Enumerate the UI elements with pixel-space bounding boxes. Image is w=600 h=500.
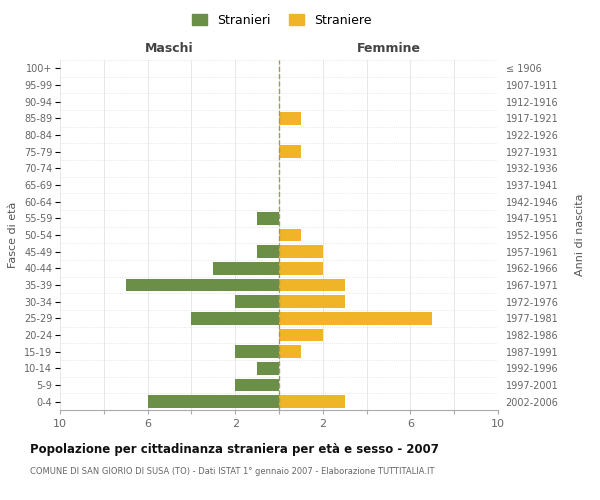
Y-axis label: Anni di nascita: Anni di nascita xyxy=(575,194,585,276)
Text: COMUNE DI SAN GIORIO DI SUSA (TO) - Dati ISTAT 1° gennaio 2007 - Elaborazione TU: COMUNE DI SAN GIORIO DI SUSA (TO) - Dati… xyxy=(30,468,434,476)
Bar xyxy=(148,396,279,408)
Text: Popolazione per cittadinanza straniera per età e sesso - 2007: Popolazione per cittadinanza straniera p… xyxy=(30,442,439,456)
Bar xyxy=(125,279,279,291)
Bar xyxy=(235,346,279,358)
Bar xyxy=(279,346,301,358)
Text: Maschi: Maschi xyxy=(145,42,194,55)
Bar xyxy=(279,112,301,124)
Bar xyxy=(279,246,323,258)
Bar xyxy=(235,379,279,391)
Bar xyxy=(235,296,279,308)
Bar xyxy=(279,229,301,241)
Text: Femmine: Femmine xyxy=(356,42,421,55)
Bar xyxy=(279,296,345,308)
Y-axis label: Fasce di età: Fasce di età xyxy=(8,202,19,268)
Bar xyxy=(279,146,301,158)
Bar xyxy=(191,312,279,324)
Bar xyxy=(214,262,279,274)
Bar xyxy=(279,312,433,324)
Bar xyxy=(279,329,323,341)
Bar xyxy=(279,262,323,274)
Legend: Stranieri, Straniere: Stranieri, Straniere xyxy=(187,8,377,32)
Bar xyxy=(257,362,279,374)
Bar xyxy=(279,396,345,408)
Bar xyxy=(257,246,279,258)
Bar xyxy=(257,212,279,224)
Bar xyxy=(279,279,345,291)
